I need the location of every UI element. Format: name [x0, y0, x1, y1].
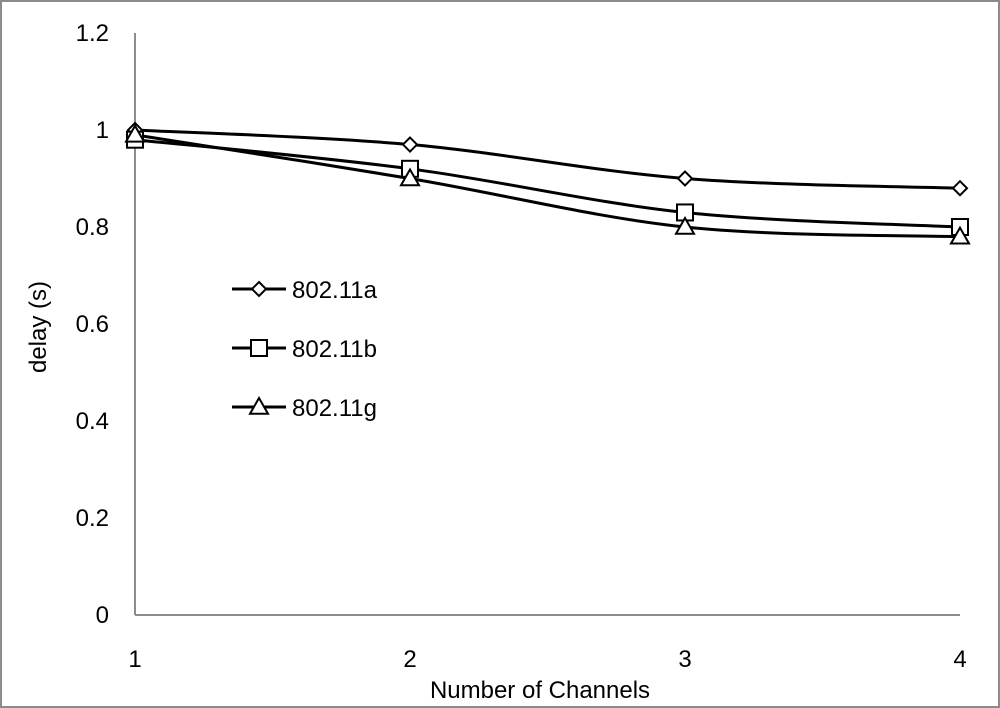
y-tick-label: 1.2	[76, 20, 109, 47]
data-point-triangle	[674, 215, 696, 235]
legend-label: 802.11a	[292, 277, 378, 304]
data-point-diamond	[676, 170, 694, 187]
legend-marker-triangle	[248, 395, 270, 415]
y-tick-label: 0	[96, 602, 109, 629]
series-line-802.11g	[134, 133, 961, 239]
data-point-triangle	[124, 123, 146, 143]
series-lines	[134, 128, 961, 239]
legend-label: 802.11g	[292, 395, 377, 422]
x-tick-label: 3	[678, 646, 691, 673]
series-line-802.11b	[134, 138, 961, 229]
axes	[134, 33, 960, 616]
y-tick-label: 0.8	[76, 214, 109, 241]
series-line-802.11a	[134, 128, 961, 190]
legend-marker-square	[250, 339, 268, 357]
y-tick-label: 0.6	[76, 311, 109, 338]
legend-label: 802.11b	[292, 336, 377, 363]
y-tick-label: 0.4	[76, 408, 109, 435]
data-point-triangle	[399, 167, 421, 187]
x-tick-labels: 1 2 3 4	[128, 646, 966, 673]
x-tick-label: 2	[403, 646, 416, 673]
y-axis-title: delay (s)	[25, 281, 52, 373]
data-point-diamond	[401, 136, 419, 153]
y-tick-label: 0.2	[76, 505, 109, 532]
legend-marker-diamond	[250, 280, 268, 298]
data-point-diamond	[951, 179, 969, 197]
series-markers	[124, 121, 971, 245]
data-point-triangle	[949, 225, 971, 245]
x-axis-title: Number of Channels	[430, 677, 650, 704]
y-tick-labels: 0 0.2 0.4 0.6 0.8 1 1.2	[76, 20, 109, 629]
x-tick-label: 4	[953, 646, 966, 673]
y-tick-label: 1	[96, 117, 109, 144]
legend: 802.11a 802.11b 802.11g	[232, 277, 378, 422]
x-tick-label: 1	[128, 646, 141, 673]
